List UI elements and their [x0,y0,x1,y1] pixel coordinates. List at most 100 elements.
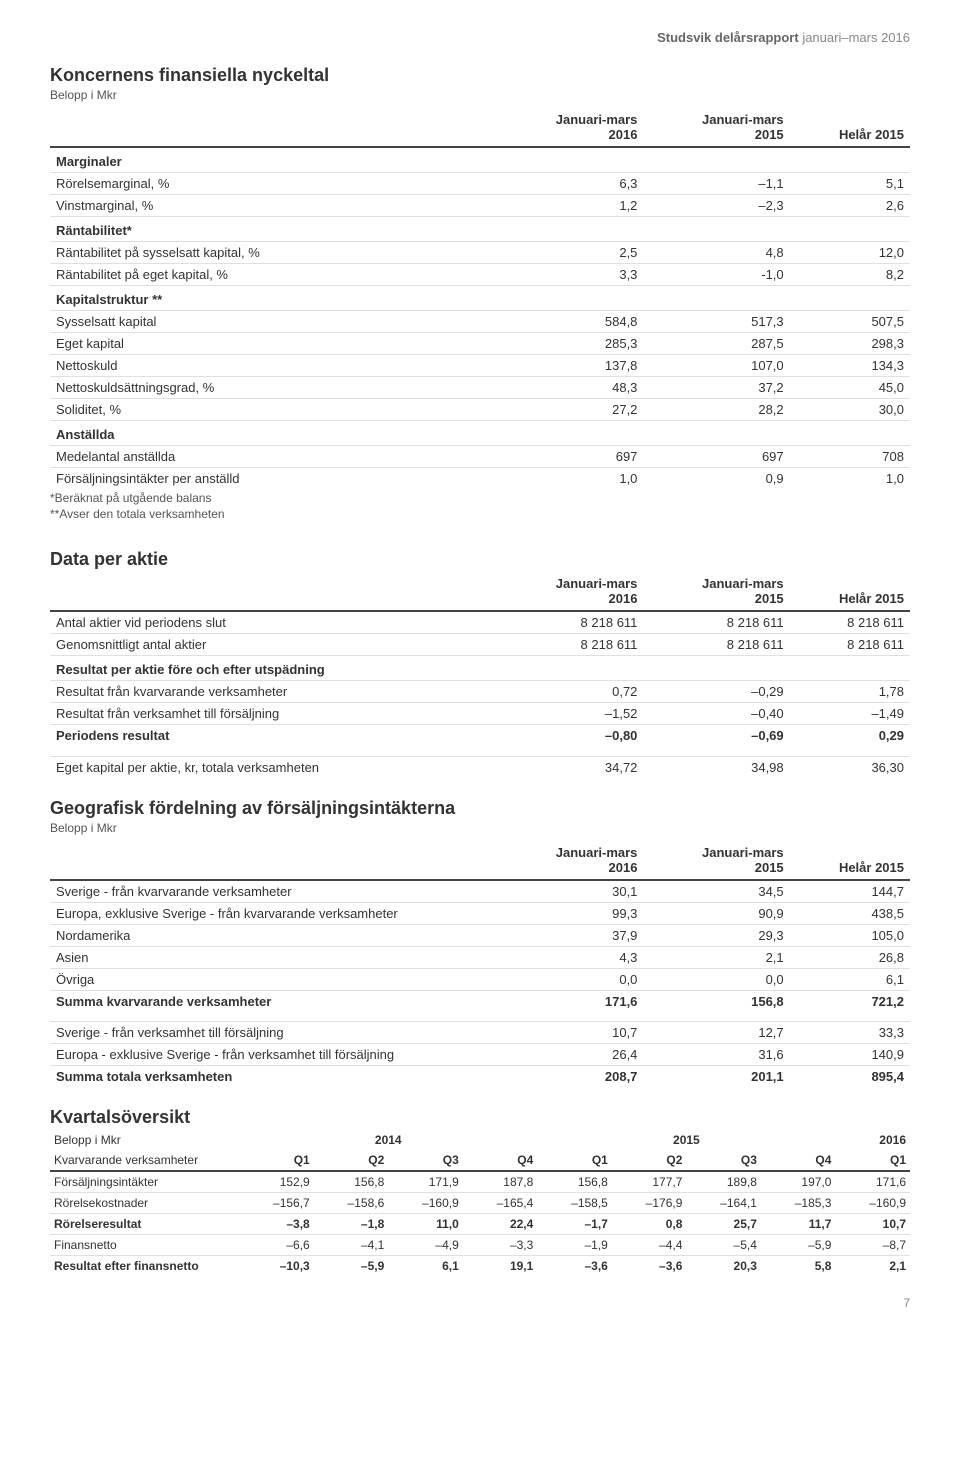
row-value: 298,3 [790,333,910,355]
row-value: –4,4 [612,1235,687,1256]
q-head: Q4 [761,1150,836,1171]
row-value: 187,8 [463,1171,538,1193]
row-value: 584,8 [497,311,643,333]
row-value: -1,0 [643,264,789,286]
year-2014: 2014 [239,1130,537,1150]
row-value: 30,1 [497,880,643,903]
row-value: 189,8 [686,1171,761,1193]
row-value: 26,8 [790,946,910,968]
row-value: –156,7 [239,1193,314,1214]
row-label: Eget kapital per aktie, kr, totala verks… [50,756,497,778]
row-value: 34,72 [497,756,643,778]
row-value: 6,3 [497,173,643,195]
row-value: –160,9 [835,1193,910,1214]
row-value: –1,8 [314,1214,389,1235]
row-value: 12,0 [790,242,910,264]
row-value: 0,72 [497,681,643,703]
row-label: Summa kvarvarande verksamheter [50,990,497,1012]
row-value: 11,7 [761,1214,836,1235]
row-value: 8 218 611 [497,611,643,634]
row-value: 1,0 [497,468,643,490]
row-value: 26,4 [497,1044,643,1066]
row-value: 5,8 [761,1256,836,1277]
col-header: Januari-mars2016 [497,572,643,611]
report-header: Studsvik delårsrapport januari–mars 2016 [50,30,910,45]
row-value: –0,40 [643,703,789,725]
row-value: 30,0 [790,399,910,421]
row-label: Periodens resultat [50,725,497,747]
row-value: 37,2 [643,377,789,399]
row-value: 152,9 [239,1171,314,1193]
row-value: 171,6 [497,990,643,1012]
row-value: 19,1 [463,1256,538,1277]
row-value: 22,4 [463,1214,538,1235]
row-value: 1,2 [497,195,643,217]
row-value: 1,78 [790,681,910,703]
row-value: –160,9 [388,1193,463,1214]
q-head: Q4 [463,1150,538,1171]
row-label: Rörelseresultat [50,1214,239,1235]
row-value: –185,3 [761,1193,836,1214]
q-head: Q2 [612,1150,687,1171]
col-header: Januari-mars2015 [643,841,789,880]
row-value: 2,5 [497,242,643,264]
row-label: Vinstmarginal, % [50,195,497,217]
row-value: 20,3 [686,1256,761,1277]
q-head: Q2 [314,1150,389,1171]
row-label: Resultat från kvarvarande verksamheter [50,681,497,703]
footnote: *Beräknat på utgående balans [50,489,910,505]
row-value: 137,8 [497,355,643,377]
col-header: Helår 2015 [790,572,910,611]
row-value: 0,29 [790,725,910,747]
section1-subtitle: Belopp i Mkr [50,88,910,102]
row-value: 0,0 [497,968,643,990]
row-value: 37,9 [497,924,643,946]
section3-table: Januari-mars2016 Januari-mars2015 Helår … [50,841,910,1088]
row-value: 140,9 [790,1044,910,1066]
row-value: –1,7 [537,1214,612,1235]
section4-title: Kvartalsöversikt [50,1107,910,1128]
row-value: 45,0 [790,377,910,399]
section1-table: Januari-mars2016 Januari-mars2015 Helår … [50,108,910,489]
row-value: 8 218 611 [790,634,910,656]
row-value: 1,0 [790,468,910,490]
row-value: 0,8 [612,1214,687,1235]
row-label: Försäljningsintäkter [50,1171,239,1193]
row-value: 25,7 [686,1214,761,1235]
row-value: 107,0 [643,355,789,377]
row-value: 8 218 611 [643,634,789,656]
row-value: 90,9 [643,902,789,924]
row-value: 177,7 [612,1171,687,1193]
section4-sub2: Kvarvarande verksamheter [50,1150,239,1171]
row-value: –1,52 [497,703,643,725]
group-header: Marginaler [50,147,497,173]
row-label: Försäljningsintäkter per anställd [50,468,497,490]
row-label: Rörelsekostnader [50,1193,239,1214]
header-rest: januari–mars 2016 [799,30,910,45]
row-label: Sverige - från verksamhet till försäljni… [50,1022,497,1044]
row-value: 156,8 [537,1171,612,1193]
row-value: –10,3 [239,1256,314,1277]
row-value: –5,4 [686,1235,761,1256]
row-value: 895,4 [790,1066,910,1088]
row-value: 36,30 [790,756,910,778]
row-value: 99,3 [497,902,643,924]
row-value: 10,7 [835,1214,910,1235]
row-label: Resultat efter finansnetto [50,1256,239,1277]
row-label: Sysselsatt kapital [50,311,497,333]
row-label: Resultat från verksamhet till försäljnin… [50,703,497,725]
section2-table: Januari-mars2016 Januari-mars2015 Helår … [50,572,910,778]
row-label: Antal aktier vid periodens slut [50,611,497,634]
header-bold: Studsvik delårsrapport [657,30,799,45]
row-value: 0,0 [643,968,789,990]
row-value: 10,7 [497,1022,643,1044]
section4-table: Belopp i Mkr 2014 2015 2016 Kvarvarande … [50,1130,910,1276]
row-value: –3,8 [239,1214,314,1235]
row-value: 156,8 [643,990,789,1012]
row-value: 2,6 [790,195,910,217]
row-value: 8 218 611 [643,611,789,634]
row-value: 105,0 [790,924,910,946]
row-value: 8 218 611 [790,611,910,634]
row-label: Genomsnittligt antal aktier [50,634,497,656]
row-value: 507,5 [790,311,910,333]
